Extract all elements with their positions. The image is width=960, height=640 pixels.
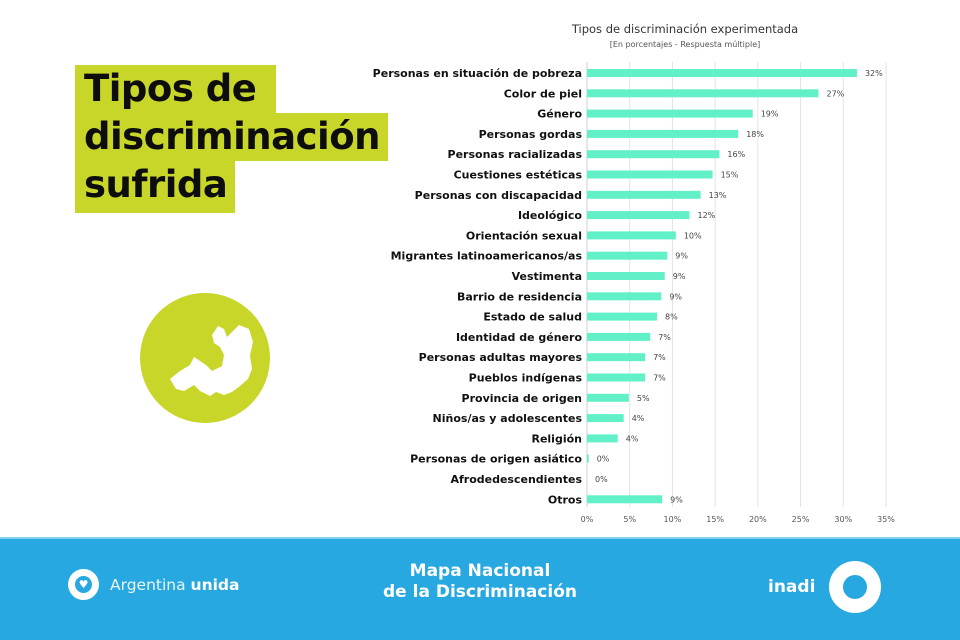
data-label: 13% [709,191,727,200]
bar [587,150,720,159]
category-label: Personas en situación de pobreza [373,67,582,80]
data-label: 19% [761,110,779,119]
map-badge [140,293,270,423]
data-label: 32% [865,69,883,78]
x-axis-ticks: 0% 5% 10% 15% 20% 25% 30% 35% [581,515,896,524]
category-label: Personas gordas [479,128,583,141]
footer-title-line-2: de la Discriminación [383,582,577,602]
category-label: Color de piel [504,87,582,100]
page-title: Tipos de discriminación sufrida [75,65,388,213]
data-label: 18% [746,130,764,139]
title-line-3: sufrida [75,161,236,213]
data-label: 7% [653,353,666,362]
category-label: Orientación sexual [466,229,582,242]
chart-title: Tipos de discriminación experimentada [571,22,799,36]
data-label: 0% [595,475,608,484]
value-labels: 32% 27% 19% 18% 16% 15% 13% 12% 10% 9% 9% 9% 8% 7% 7% 7… [595,69,883,504]
x-tick-label: 15% [706,515,724,524]
category-label: Religión [531,432,582,445]
data-label: 9% [675,252,688,261]
data-label: 4% [632,414,645,423]
data-label: 9% [669,292,682,301]
category-label: Personas con discapacidad [415,189,582,202]
category-label: Personas racializadas [448,148,583,161]
argentina-map-icon [170,325,253,396]
bar [587,454,589,463]
argentina-unida-logo: ♥ Argentina unida [68,569,239,600]
category-label: Estado de salud [483,311,582,324]
data-label: 7% [653,374,666,383]
chart-subtitle: [En porcentajes - Respuesta múltiple] [609,40,761,49]
bar [587,292,662,301]
category-label: Género [537,108,582,121]
title-line-1: Tipos de [75,65,277,113]
bar [587,231,676,240]
title-line-2: discriminación [75,113,388,161]
bar [587,434,618,443]
x-tick-label: 5% [623,515,636,524]
x-tick-label: 35% [877,515,895,524]
category-label: Identidad de género [456,331,583,344]
data-label: 12% [698,211,716,220]
x-tick-label: 10% [664,515,682,524]
x-tick-label: 20% [749,515,767,524]
bar [587,312,658,321]
category-label: Cuestiones estéticas [454,169,583,182]
x-tick-label: 30% [834,515,852,524]
category-label: Pueblos indígenas [469,372,583,385]
category-label: Vestimenta [512,270,582,283]
heart-circle-icon: ♥ [68,569,99,600]
category-label: Afrodedescendientes [450,473,582,486]
category-label: Otros [548,493,583,506]
x-tick-label: 0% [581,515,594,524]
bar [587,353,646,362]
bar [587,69,857,77]
data-label: 10% [684,231,702,240]
bar [587,211,690,220]
data-label: 15% [721,171,739,180]
bar [587,129,739,138]
category-labels: Personas en situación de pobreza Color de… [373,67,583,506]
bar [587,373,646,382]
inadi-text: inadi [768,577,816,597]
bar [587,251,668,260]
x-tick-label: 25% [792,515,810,524]
data-label: 16% [727,150,745,159]
brand-bold: unida [190,575,240,594]
bar [587,393,629,402]
data-label: 7% [658,333,671,342]
bar [587,109,753,118]
category-label: Personas adultas mayores [419,351,583,364]
bar [587,89,819,98]
data-label: 9% [670,495,683,504]
bar [587,495,663,504]
data-label: 4% [626,434,639,443]
footer-title-line-1: Mapa Nacional [409,561,551,581]
bar [587,332,651,341]
argentina-unida-text: Argentina unida [110,576,239,594]
category-label: Provincia de origen [462,392,582,405]
bar [587,190,701,199]
category-label: Niños/as y adolescentes [433,412,583,425]
bars [587,69,857,504]
bar [587,170,713,179]
inadi-logo: inadi [768,561,882,613]
bar-chart: Personas en situación de pobreza Color de… [373,62,896,524]
footer: ♥ Argentina unida Mapa Nacional de la Di… [0,537,960,640]
data-label: 0% [597,455,610,464]
bar [587,414,624,423]
bar [587,272,665,280]
category-label: Personas de origen asiático [410,453,582,466]
data-label: 8% [665,313,678,322]
category-label: Barrio de residencia [457,290,582,303]
brand-regular: Argentina [110,575,191,594]
mapa-nacional-title: Mapa Nacional de la Discriminación [360,561,600,603]
category-label: Migrantes latinoamericanos/as [391,250,583,263]
inadi-ring-icon [829,561,882,613]
data-label: 5% [637,394,650,403]
data-label: 9% [673,272,686,281]
category-label: Ideológico [518,209,582,222]
data-label: 27% [827,89,845,98]
